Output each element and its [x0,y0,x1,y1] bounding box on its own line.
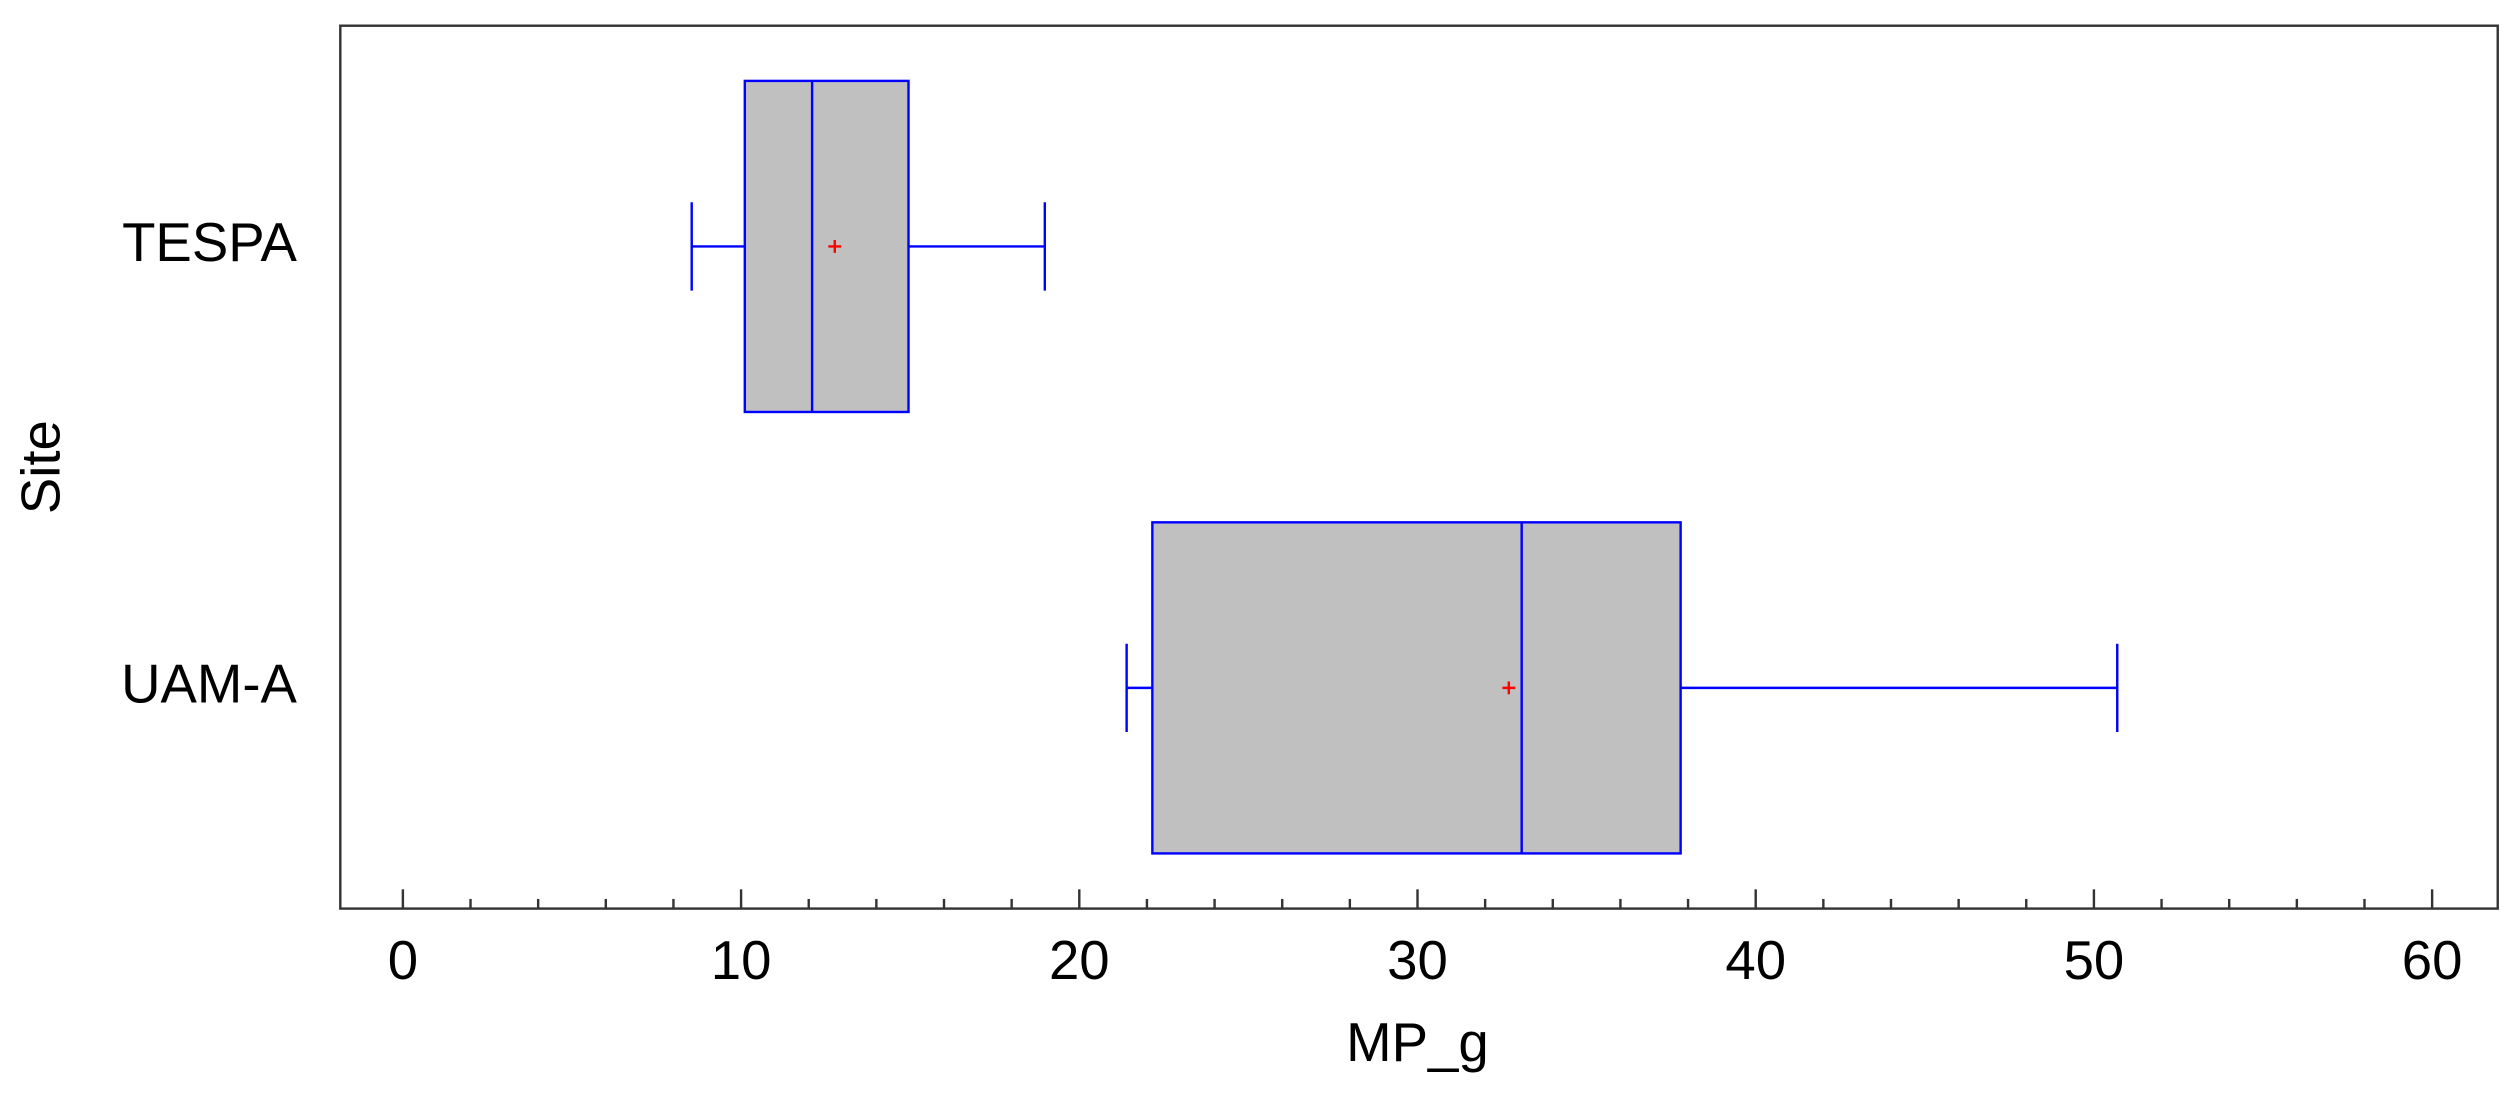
x-tick-label: 30 [1387,930,1448,991]
x-tick-label: 0 [388,930,418,991]
mean-marker [828,240,842,253]
x-tick-label: 10 [711,930,772,991]
x-tick-label: 60 [2402,930,2463,991]
box [743,79,910,414]
plot-frame [339,24,2499,910]
y-tick-label: UAM-A [121,653,297,714]
x-tick-label: 20 [1049,930,1110,991]
x-tick-label: 50 [2064,930,2125,991]
box [1151,521,1682,855]
y-tick-label: TESPA [122,212,297,273]
x-tick-label: 40 [1725,930,1786,991]
mean-marker [1502,681,1516,695]
x-axis-label: MP_g [1346,1012,1489,1073]
y-axis-label: Site [10,420,71,514]
